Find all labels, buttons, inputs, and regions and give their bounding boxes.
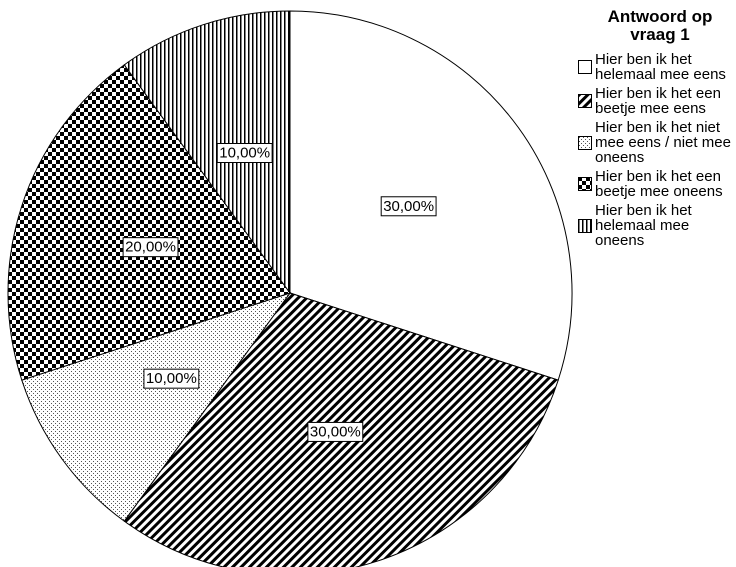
label-box: [143, 368, 200, 389]
slice-label: 10,00%: [143, 368, 200, 389]
slice: [7, 64, 291, 381]
swatch-rect: [578, 218, 592, 233]
value-label: 30,00%: [383, 198, 434, 215]
value-label: 10,00%: [146, 370, 197, 387]
pie-chart: 30,00% 30,00% 10,00% 20,00% 10,00%: [7, 10, 573, 567]
legend-title: Antwoord op vraag 1: [607, 7, 713, 44]
legend-label: Hier ben ik het niet mee eens / niet mee…: [595, 119, 731, 166]
value-label: 30,00%: [310, 423, 361, 440]
slice: [289, 10, 573, 381]
value-label: 20,00%: [125, 239, 176, 256]
legend-entry: Hier ben ik het een beetje mee oneens: [578, 169, 736, 199]
slices: [7, 10, 573, 567]
label-box: [307, 421, 364, 442]
slice-label: 20,00%: [122, 237, 179, 258]
value-label: 10,00%: [219, 145, 270, 162]
legend-entry: Hier ben ik het helemaal mee eens: [578, 52, 736, 82]
legend-swatch: [578, 60, 592, 74]
slice: [21, 292, 292, 522]
legend: Antwoord op vraag 1 Hier ben ik het hele…: [578, 8, 736, 252]
legend-label: Hier ben ik het helemaal mee eens: [595, 51, 726, 83]
legend-entry: Hier ben ik het een beetje mee eens: [578, 86, 736, 116]
legend-label: Hier ben ik het helemaal mee oneens: [595, 202, 692, 249]
label-box: [380, 196, 437, 217]
swatch-rect: [578, 94, 592, 108]
swatch-rect: [578, 177, 592, 191]
legend-entry: Hier ben ik het niet mee eens / niet mee…: [578, 120, 736, 165]
label-box: [122, 237, 179, 258]
slice: [123, 10, 291, 295]
legend-entry: Hier ben ik het helemaal mee oneens: [578, 203, 736, 248]
slice-label: 30,00%: [307, 421, 364, 442]
swatch-rect: [578, 135, 592, 150]
legend-swatch: [578, 177, 592, 191]
legend-label: Hier ben ik het een beetje mee eens: [595, 85, 721, 117]
slice-label: 30,00%: [380, 196, 437, 217]
swatch-rect: [578, 60, 592, 74]
label-box: [216, 143, 273, 164]
legend-swatch: [578, 94, 592, 108]
legend-label: Hier ben ik het een beetje mee oneens: [595, 168, 723, 200]
slice-label: 10,00%: [216, 143, 273, 164]
legend-swatch: [578, 218, 592, 233]
legend-swatch: [578, 135, 592, 150]
slice-labels: 30,00% 30,00% 10,00% 20,00% 10,00%: [122, 143, 437, 442]
